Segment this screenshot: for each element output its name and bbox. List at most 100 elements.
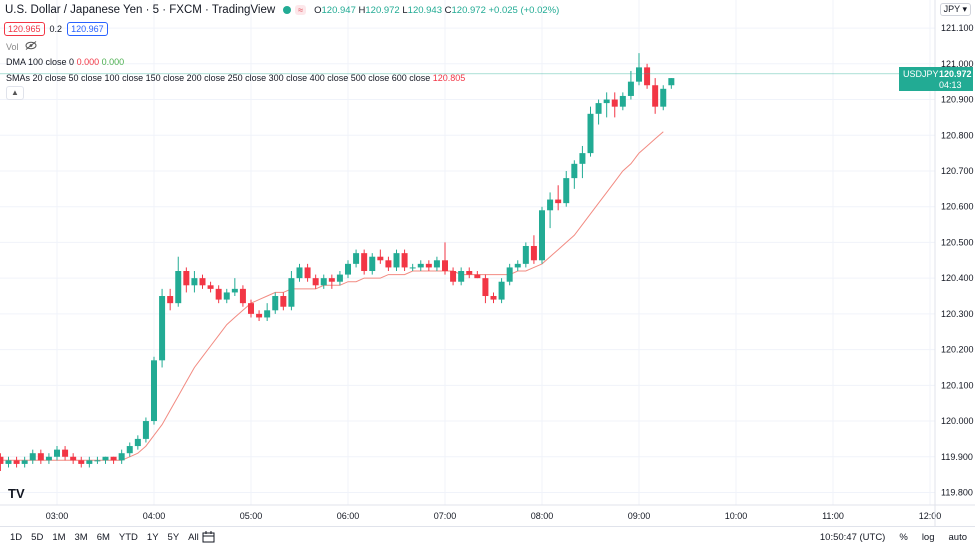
candle-body — [377, 256, 384, 261]
candle-body — [45, 456, 52, 461]
buy-button[interactable]: 120.967 — [67, 22, 108, 36]
candle-body — [522, 245, 529, 264]
candle-body — [587, 113, 594, 154]
wave-icon[interactable]: ≈ — [295, 5, 307, 15]
bottom-toolbar: 1D 5D 1M 3M 6M YTD 1Y 5Y All 10:50:47 (UTC) % lo… — [0, 526, 975, 549]
x-tick-label: 05:00 — [240, 511, 263, 521]
candle-body — [239, 288, 246, 304]
log-toggle[interactable]: log — [921, 532, 935, 543]
candle-body — [223, 292, 230, 300]
sell-button[interactable]: 120.965 — [4, 22, 45, 36]
eye-hidden-icon[interactable] — [25, 41, 37, 52]
candle-body — [547, 199, 554, 211]
candle-body — [579, 153, 586, 164]
low-value: 120.943 — [407, 4, 442, 16]
candle-body — [5, 460, 12, 464]
y-tick-label: 120.800 — [941, 130, 974, 140]
candle-body — [264, 310, 271, 318]
candle-body — [280, 296, 287, 307]
candle-body — [142, 421, 149, 439]
smas-value: 120.805 — [432, 73, 466, 83]
collapse-legend-button[interactable]: ▲ — [6, 86, 24, 100]
smas-indicator[interactable]: SMAs 20 close 50 close 100 close 150 clo… — [6, 73, 465, 83]
last-price-tag: USDJPY 120.972 04:13 — [899, 66, 973, 91]
candle-body — [126, 446, 133, 454]
candle-body — [0, 456, 4, 464]
candle-body — [183, 271, 190, 286]
range-buttons: 1D 5D 1M 3M 6M YTD 1Y 5Y All — [10, 532, 199, 543]
candle-body — [304, 267, 311, 279]
y-tick-label: 121.000 — [941, 59, 974, 69]
candle-body — [54, 449, 60, 457]
candle-body — [118, 453, 125, 461]
currency-selector[interactable]: JPY ▾ — [939, 3, 971, 16]
y-tick-label: 120.100 — [941, 380, 974, 390]
candle-body — [78, 460, 85, 464]
candle-body — [191, 278, 198, 286]
candle-body — [627, 81, 634, 96]
close-label: C — [444, 4, 452, 16]
range-button-5y[interactable]: 5Y — [167, 532, 180, 543]
tradingview-logo[interactable]: TV — [8, 486, 25, 501]
y-tick-label: 120.000 — [941, 416, 974, 426]
x-tick-label: 07:00 — [434, 511, 457, 521]
range-button-all[interactable]: All — [188, 532, 199, 543]
candle-body — [644, 67, 651, 86]
range-button-1d[interactable]: 1D — [10, 532, 23, 543]
y-tick-label: 120.200 — [941, 345, 974, 355]
dma-value-2: 0.000 — [101, 57, 125, 67]
candle-body — [482, 278, 489, 297]
goto-date-icon[interactable] — [202, 531, 215, 546]
symbol-title[interactable]: U.S. Dollar / Japanese Yen · 5 · FXCM · … — [5, 4, 276, 16]
candle-body — [248, 303, 254, 314]
y-tick-label: 120.900 — [941, 95, 974, 105]
candle-body — [336, 274, 343, 282]
y-tick-label: 119.800 — [941, 487, 973, 497]
volume-indicator[interactable]: Vol — [6, 41, 37, 52]
candle-body — [21, 460, 28, 464]
change-value: +0.025 (+0.02%) — [488, 4, 560, 16]
candle-body — [369, 256, 376, 272]
percent-toggle[interactable]: % — [899, 532, 908, 543]
candle-body — [167, 296, 174, 304]
y-tick-label: 119.900 — [941, 452, 973, 462]
utc-clock[interactable]: 10:50:47 (UTC) — [819, 532, 886, 543]
auto-toggle[interactable]: auto — [948, 532, 968, 543]
candle-body — [433, 260, 440, 268]
candle-body — [62, 449, 69, 457]
candle-body — [636, 67, 642, 82]
candle-body — [393, 253, 400, 268]
candle-body — [619, 95, 626, 107]
y-tick-label: 120.400 — [941, 273, 974, 283]
range-button-1m[interactable]: 1M — [52, 532, 66, 543]
range-button-ytd[interactable]: YTD — [118, 532, 138, 543]
range-button-3m[interactable]: 3M — [74, 532, 88, 543]
range-button-5d[interactable]: 5D — [31, 532, 44, 543]
candle-body — [29, 453, 36, 461]
price-tag-price: 120.972 — [939, 68, 972, 79]
high-label: H — [358, 4, 366, 16]
candle-body — [530, 245, 537, 261]
candle-body — [417, 263, 424, 268]
candle-body — [231, 288, 238, 293]
candle-body — [320, 278, 327, 286]
currency-label: JPY — [943, 4, 960, 14]
y-tick-label: 120.700 — [941, 166, 974, 176]
candle-body — [345, 263, 351, 275]
candle-body — [425, 263, 432, 268]
candle-body — [603, 99, 610, 104]
dma-indicator[interactable]: DMA 100 close 0 0.000 0.000 — [6, 57, 124, 67]
range-button-1y[interactable]: 1Y — [146, 532, 159, 543]
x-tick-label: 04:00 — [143, 511, 166, 521]
close-value: 120.972 — [451, 4, 486, 16]
candle-body — [571, 163, 578, 179]
candle-body — [498, 281, 505, 300]
high-value: 120.972 — [365, 4, 400, 16]
x-tick-label: 09:00 — [628, 511, 651, 521]
candle-body — [94, 460, 101, 462]
candle-body — [151, 360, 157, 422]
range-button-6m[interactable]: 6M — [96, 532, 110, 543]
candle-body — [450, 271, 457, 282]
candle-body — [361, 253, 368, 272]
